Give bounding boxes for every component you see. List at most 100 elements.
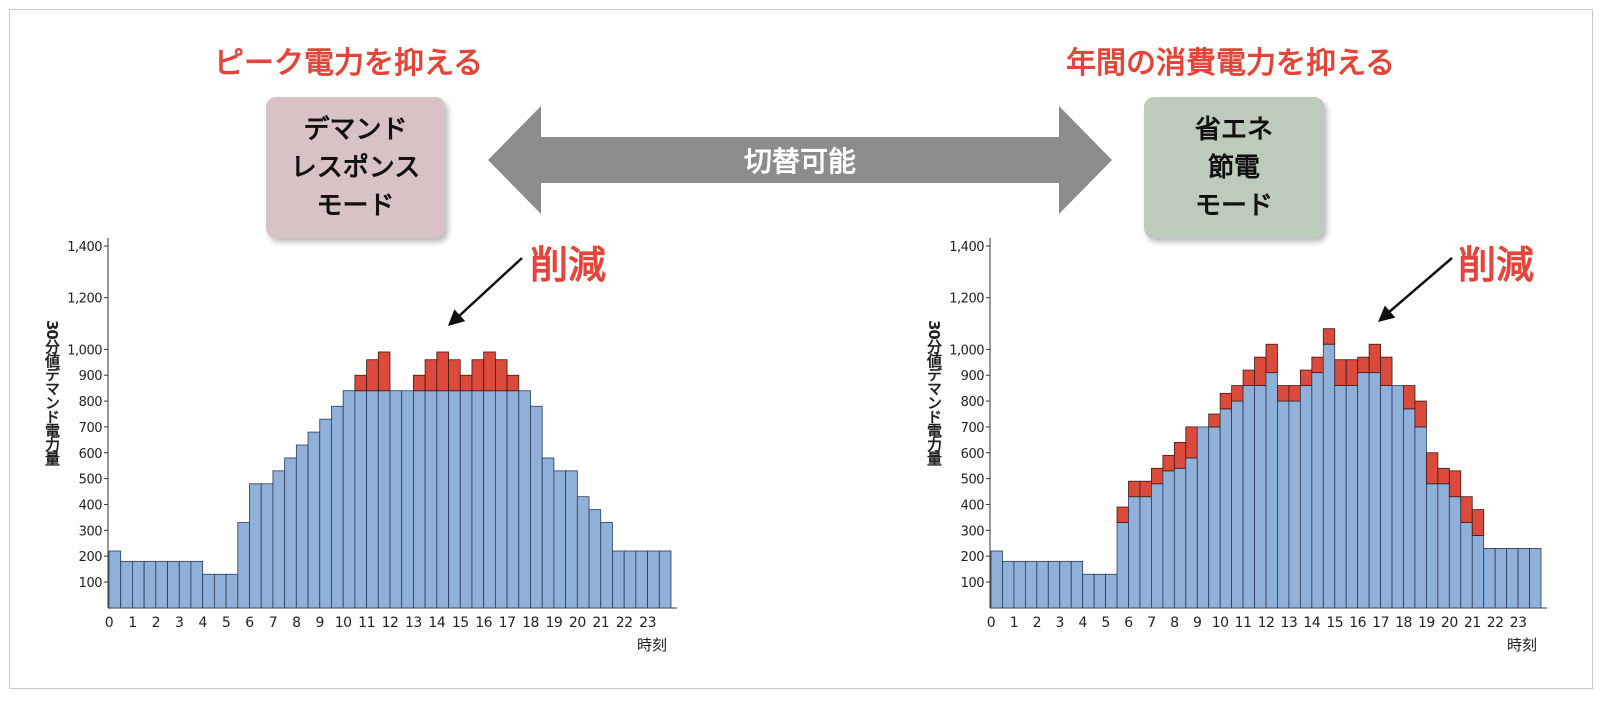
bar-reduced xyxy=(1173,442,1187,469)
pointer-arrowhead-icon xyxy=(1378,305,1396,322)
bar-reduced xyxy=(1219,392,1233,410)
mode-box-demand-response: デマンド レスポンス モード xyxy=(266,97,445,238)
bar-reduced xyxy=(1403,385,1416,410)
bar-reduced xyxy=(1254,356,1267,386)
x-tick-label: 9 xyxy=(316,615,324,631)
bar-base xyxy=(1185,457,1198,609)
mode-line: デマンド xyxy=(303,114,408,145)
pointer-line xyxy=(457,257,523,318)
bar-base xyxy=(1403,408,1416,609)
bar-base xyxy=(990,550,1003,609)
bar-reduced xyxy=(1288,385,1301,402)
mode-line: モード xyxy=(1194,190,1273,221)
mode-line: 節電 xyxy=(1207,152,1260,183)
x-axis-label: 時刻 xyxy=(1507,636,1537,654)
x-tick-label: 0 xyxy=(987,615,995,631)
bar-base xyxy=(1254,385,1267,609)
bar-base xyxy=(1047,560,1061,609)
y-tick-label: 500 xyxy=(79,473,103,488)
x-tick-label: 23 xyxy=(639,615,656,631)
y-tick-label: 1,200 xyxy=(949,292,984,307)
arrow-label: 切替可能 xyxy=(744,145,856,178)
bar-reduced xyxy=(377,351,391,392)
x-tick-label: 2 xyxy=(1033,615,1041,631)
x-tick-label: 15 xyxy=(1326,615,1343,631)
y-tick-label: 200 xyxy=(79,550,103,565)
bar-reduced xyxy=(1334,359,1347,386)
bar-reduced xyxy=(1151,467,1164,485)
bar-base xyxy=(1299,385,1313,609)
x-tick-label: 20 xyxy=(1441,615,1458,631)
y-tick-label: 300 xyxy=(79,524,103,539)
bar-base xyxy=(1437,483,1450,609)
bar-base xyxy=(1162,470,1175,609)
y-tick-label: 600 xyxy=(961,447,985,462)
x-tick-label: 6 xyxy=(1124,615,1133,631)
bar-base xyxy=(1494,548,1508,609)
bar-base xyxy=(1219,408,1233,609)
bar-reduced xyxy=(1448,470,1462,498)
mode-line: レスポンス xyxy=(290,152,421,183)
mode-line: モード xyxy=(316,190,395,221)
y-tick-label: 1,000 xyxy=(67,343,102,358)
bar-base xyxy=(1414,426,1427,609)
x-tick-label: 14 xyxy=(428,615,445,631)
bar-base xyxy=(1139,496,1152,609)
y-tick-label: 200 xyxy=(961,550,985,565)
x-tick-label: 6 xyxy=(245,615,254,631)
x-tick-label: 17 xyxy=(1372,615,1389,631)
x-tick-label: 1 xyxy=(128,615,136,631)
x-tick-label: 3 xyxy=(1056,615,1064,631)
heading-annual-power: 年間の消費電力を抑える xyxy=(1066,46,1396,81)
bar-base xyxy=(1002,560,1015,609)
x-tick-label: 1 xyxy=(1010,615,1018,631)
x-tick-label: 3 xyxy=(175,615,183,631)
y-tick-label: 1,400 xyxy=(949,240,984,255)
x-tick-label: 8 xyxy=(1170,615,1178,631)
heading-peak-power: ピーク電力を抑える xyxy=(214,46,484,81)
x-tick-label: 15 xyxy=(452,615,469,631)
x-tick-label: 5 xyxy=(222,615,230,631)
x-tick-label: 19 xyxy=(1418,615,1435,631)
bar-reduced xyxy=(1322,328,1336,345)
figure-frame xyxy=(9,9,1593,689)
bar-base xyxy=(1242,385,1255,609)
y-tick-label: 800 xyxy=(961,395,985,410)
y-tick-label: 100 xyxy=(961,576,985,591)
x-tick-label: 12 xyxy=(382,615,399,631)
y-tick-label: 1,200 xyxy=(67,292,102,307)
x-tick-label: 20 xyxy=(569,615,586,631)
bar-reduced xyxy=(1414,400,1427,428)
bar-reduced xyxy=(1265,343,1278,374)
bar-base xyxy=(1265,372,1278,609)
bar-base xyxy=(1116,522,1129,609)
y-axis-label: 30分値デマンド電力量 xyxy=(43,320,61,466)
bar-reduced xyxy=(1426,452,1439,485)
reduction-label-left: 削減 xyxy=(530,243,607,287)
y-tick-label: 800 xyxy=(79,395,103,410)
bar-reduced xyxy=(1345,359,1359,386)
mode-box-energy-saving: 省エネ 節電 モード xyxy=(1144,97,1324,238)
bar-reduced xyxy=(506,374,520,392)
pointer-line xyxy=(1387,257,1453,314)
x-tick-label: 10 xyxy=(335,615,352,631)
bar-base xyxy=(1024,560,1038,609)
bar-base xyxy=(1277,400,1290,609)
bar-base xyxy=(1105,573,1118,609)
x-tick-label: 11 xyxy=(358,615,375,631)
bar-base xyxy=(1288,400,1301,609)
y-tick-label: 700 xyxy=(961,421,985,436)
reduction-label-right: 削減 xyxy=(1458,243,1535,287)
bar-base xyxy=(1036,560,1049,609)
y-tick-label: 600 xyxy=(79,447,103,462)
x-tick-label: 0 xyxy=(105,615,113,631)
bar-reduced xyxy=(1139,480,1152,498)
bar-reduced xyxy=(1437,467,1450,485)
bar-reduced xyxy=(1368,343,1381,374)
x-tick-label: 7 xyxy=(269,615,277,631)
bar-reduced xyxy=(1208,413,1221,428)
y-tick-label: 400 xyxy=(961,498,985,513)
bar-base xyxy=(1368,372,1381,609)
